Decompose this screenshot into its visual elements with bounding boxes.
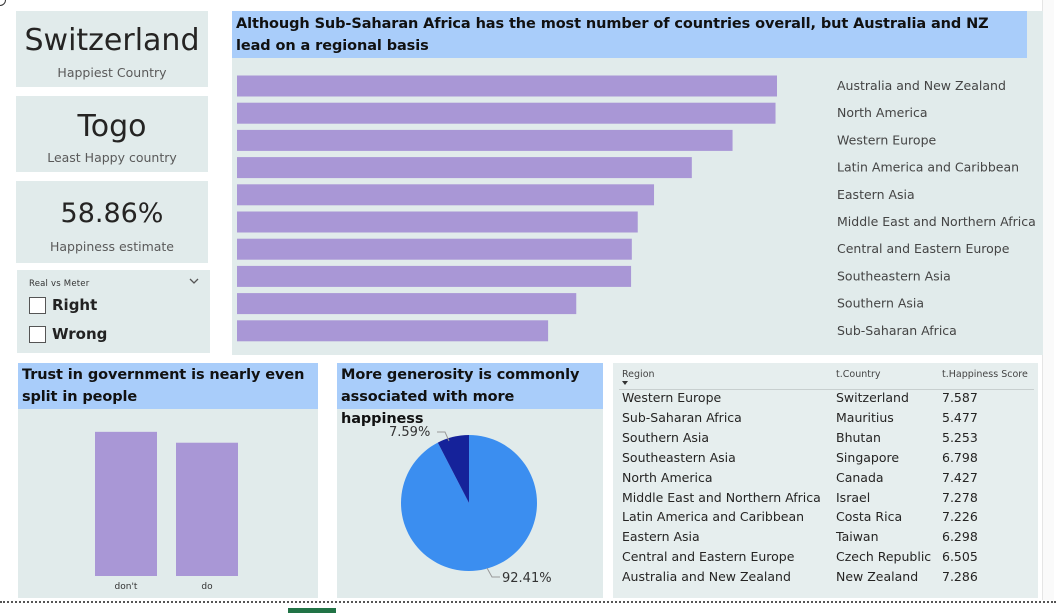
slicer-title: Real vs Meter xyxy=(29,279,90,289)
table-header-divider xyxy=(619,389,1034,390)
table-cell-region: Central and Eastern Europe xyxy=(622,549,795,565)
region-bar[interactable] xyxy=(237,293,577,315)
region-chart-title: Although Sub-Saharan Africa has the most… xyxy=(232,11,1027,58)
pie-leader-line xyxy=(486,567,500,578)
region-category-label: Central and Eastern Europe xyxy=(837,241,1010,256)
table-cell-score: 6.798 xyxy=(942,449,978,465)
pie-chart-panel: More generosity is commonly associated w… xyxy=(337,363,603,598)
region-bar[interactable] xyxy=(237,129,733,151)
table-cell-region: Latin America and Caribbean xyxy=(622,509,805,525)
slicer-option-right-label: Right xyxy=(52,296,98,314)
region-table-panel: Region t.Country t.Happiness Score Weste… xyxy=(613,363,1038,598)
table-cell-country: Switzerland xyxy=(836,390,909,405)
region-category-label: Eastern Asia xyxy=(837,187,915,202)
table-header-score[interactable]: t.Happiness Score xyxy=(942,369,1028,380)
page-divider xyxy=(0,601,1056,603)
region-bar[interactable] xyxy=(237,75,777,97)
region-category-label: Australia and New Zealand xyxy=(837,78,1006,93)
table-cell-score: 7.427 xyxy=(942,469,978,485)
pie-slice[interactable] xyxy=(437,435,469,503)
table-cell-score: 5.253 xyxy=(942,429,978,445)
region-category-label: Middle East and Northern Africa xyxy=(837,214,1036,229)
region-bar[interactable] xyxy=(237,102,776,124)
kpi-card-happiest: Switzerland Happiest Country xyxy=(16,11,208,87)
table-header-region[interactable]: Region xyxy=(622,369,655,380)
slicer-option-wrong-label: Wrong xyxy=(52,325,108,343)
pie-leader-line xyxy=(437,431,450,442)
kpi-card-estimate: 58.86% Happiness estimate xyxy=(16,181,208,263)
table-cell-region: Australia and New Zealand xyxy=(622,569,791,585)
kpi-least-happy-label: Least Happy country xyxy=(47,150,177,165)
table-cell-score: 5.477 xyxy=(942,409,978,425)
table-cell-country: Bhutan xyxy=(836,429,881,445)
table-cell-country: Taiwan xyxy=(836,529,879,545)
trust-bar[interactable] xyxy=(176,442,238,576)
table-cell-country: Mauritius xyxy=(836,409,894,425)
region-category-label: North America xyxy=(837,105,928,120)
table-cell-country: Israel xyxy=(836,489,871,505)
table-cell-score: 7.226 xyxy=(942,509,978,525)
region-bar[interactable] xyxy=(237,238,632,260)
table-cell-score: 7.286 xyxy=(942,569,978,585)
kpi-estimate-value: 58.86% xyxy=(60,198,164,229)
trust-category-label: don't xyxy=(115,582,138,592)
table-cell-region: Eastern Asia xyxy=(622,529,700,545)
slicer-real-vs-meter: Real vs Meter Right Wrong xyxy=(17,270,210,353)
generosity-pie-chart: 7.59% 92.41% xyxy=(389,425,552,586)
trust-chart-title: Trust in government is nearly even split… xyxy=(18,363,318,409)
kpi-estimate-label: Happiness estimate xyxy=(49,239,175,254)
kpi-happiest-value: Switzerland xyxy=(24,23,200,58)
checkbox-wrong[interactable] xyxy=(29,325,46,343)
slicer-option-wrong[interactable]: Wrong xyxy=(29,325,107,343)
table-cell-score: 7.278 xyxy=(942,489,978,505)
region-category-label: Sub-Saharan Africa xyxy=(837,323,957,338)
trust-category-label: do xyxy=(201,582,213,592)
pie-label-small: 7.59% xyxy=(389,425,430,440)
chevron-down-icon[interactable] xyxy=(188,275,200,287)
table-cell-region: Southeastern Asia xyxy=(622,449,736,465)
region-bar[interactable] xyxy=(237,211,638,233)
table-cell-country: New Zealand xyxy=(836,569,919,585)
region-bar[interactable] xyxy=(237,184,655,206)
table-header-country[interactable]: t.Country xyxy=(836,369,881,380)
table-cell-score: 7.587 xyxy=(942,390,978,405)
pie-label-large: 92.41% xyxy=(502,571,552,586)
region-chart-panel: Although Sub-Saharan Africa has the most… xyxy=(232,11,1043,355)
table-cell-score: 6.298 xyxy=(942,529,978,545)
table-cell-region: Southern Asia xyxy=(622,429,710,445)
region-category-label: Latin America and Caribbean xyxy=(837,160,1019,175)
table-cell-region: Sub-Saharan Africa xyxy=(622,409,742,425)
region-bar-chart: Australia and New Zealand North America We… xyxy=(237,75,1036,342)
region-bar[interactable] xyxy=(237,157,692,179)
vertical-scrollbar[interactable] xyxy=(1042,0,1054,600)
trust-bar-chart: don't do xyxy=(95,431,238,592)
region-category-label: Southeastern Asia xyxy=(837,268,951,283)
table-cell-score: 6.505 xyxy=(942,549,978,565)
slicer-option-right[interactable]: Right xyxy=(29,296,97,314)
kpi-happiest-label: Happiest Country xyxy=(57,65,167,80)
table-cell-country: Czech Republic xyxy=(836,549,932,565)
table-cell-region: Middle East and Northern Africa xyxy=(622,489,821,505)
region-bar[interactable] xyxy=(237,265,632,287)
trust-bar[interactable] xyxy=(95,431,157,576)
table-cell-country: Costa Rica xyxy=(836,509,903,525)
active-page-tab[interactable] xyxy=(288,608,336,613)
region-bar[interactable] xyxy=(237,320,549,342)
kpi-card-least-happy: Togo Least Happy country xyxy=(16,96,208,172)
kpi-least-happy-value: Togo xyxy=(77,109,147,144)
table-cell-country: Singapore xyxy=(836,449,900,465)
region-category-label: Southern Asia xyxy=(837,296,924,311)
trust-chart-panel: Trust in government is nearly even split… xyxy=(18,363,318,598)
checkbox-right[interactable] xyxy=(29,296,46,314)
table-cell-region: Western Europe xyxy=(622,390,722,405)
table-cell-country: Canada xyxy=(836,469,884,485)
window-corner-icon xyxy=(0,0,6,6)
table-cell-region: North America xyxy=(622,469,713,485)
sort-desc-icon[interactable] xyxy=(622,381,628,385)
pie-chart-title: More generosity is commonly associated w… xyxy=(337,363,603,427)
region-category-label: Western Europe xyxy=(837,132,937,147)
region-table: Region t.Country t.Happiness Score Weste… xyxy=(613,363,1038,598)
